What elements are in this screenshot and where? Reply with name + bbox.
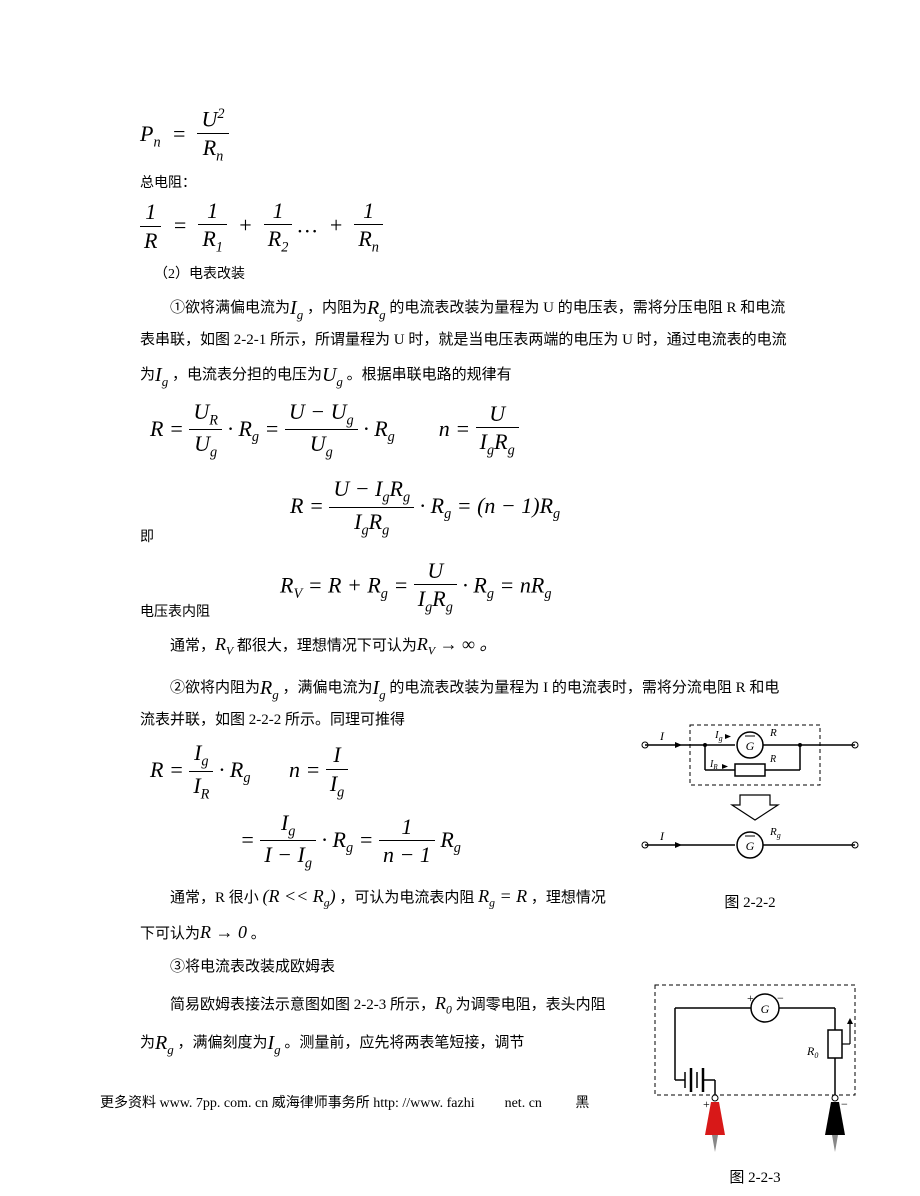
svg-text:Ig: Ig xyxy=(714,729,723,743)
equation-r-series: R = UR Ug · Rg = U − Ug Ug · Rg n = U Ig… xyxy=(140,399,790,463)
svg-text:I: I xyxy=(659,829,665,843)
svg-text:−: − xyxy=(841,1097,848,1111)
equation-pn: Pn = U2 Rn xyxy=(140,106,790,166)
svg-text:R0: R0 xyxy=(806,1044,818,1060)
paragraph-ohmmeter-detail: 简易欧姆表接法示意图如图 2-2-3 所示，R0 为调零电阻，表头内阻为Rg ，… xyxy=(140,986,610,1061)
label-section-2: （2）电表改装 xyxy=(140,263,790,283)
svg-text:IR: IR xyxy=(709,759,718,771)
svg-text:+: + xyxy=(703,1097,710,1111)
svg-text:−: − xyxy=(777,991,784,1005)
figure-2-2-3: G + − R0 + − 图 2-2-3 xyxy=(645,980,865,1187)
equation-rv: RV = R + Rg = U IgRg · Rg = nRg xyxy=(220,558,551,617)
circuit-diagram-ammeter-icon: G I Ig R IR R G I Rg xyxy=(640,720,860,880)
svg-text:I: I xyxy=(659,729,665,743)
figure-2-2-2-caption: 图 2-2-2 xyxy=(640,891,860,912)
paragraph-r-small: 通常，R 很小 (R << Rg) ，可认为电流表内阻 Rg = R ，理想情况… xyxy=(140,879,620,949)
paragraph-voltmeter-conversion: ①欲将满偏电流为Ig ，内阻为Rg 的电流表改装为量程为 U 的电压表，需将分压… xyxy=(140,287,790,393)
svg-text:G: G xyxy=(746,739,755,753)
svg-text:Rg: Rg xyxy=(769,826,781,840)
equation-r-n-minus-1: R = U − IgRg IgRg · Rg = (n − 1)Rg xyxy=(170,476,560,540)
figure-2-2-3-caption: 图 2-2-3 xyxy=(645,1166,865,1187)
equation-parallel-resistance: 1R = 1R1 + 1R2 … + 1Rn xyxy=(140,198,790,257)
figure-2-2-2: G I Ig R IR R G I Rg 图 2-2-2 xyxy=(640,720,860,912)
svg-text:R: R xyxy=(769,727,777,739)
footer-text: 更多资料 www. 7pp. com. cn 威海律师事务所 http: //w… xyxy=(100,1092,589,1112)
svg-text:R: R xyxy=(769,754,776,765)
paragraph-ohmmeter: ③将电流表改装成欧姆表 xyxy=(140,953,790,982)
svg-text:+: + xyxy=(747,991,754,1005)
paragraph-rv-infinite: 通常，RV 都很大，理想情况下可认为RV → ∞ 。 xyxy=(140,627,790,663)
svg-text:G: G xyxy=(746,839,755,853)
label-total-resistance: 总电阻： xyxy=(140,172,790,192)
svg-text:G: G xyxy=(761,1002,770,1016)
circuit-diagram-ohmmeter-icon: G + − R0 + − xyxy=(645,980,865,1155)
label-ji: 即 xyxy=(140,526,170,546)
label-voltmeter-resistance: 电压表内阻 xyxy=(140,601,220,621)
